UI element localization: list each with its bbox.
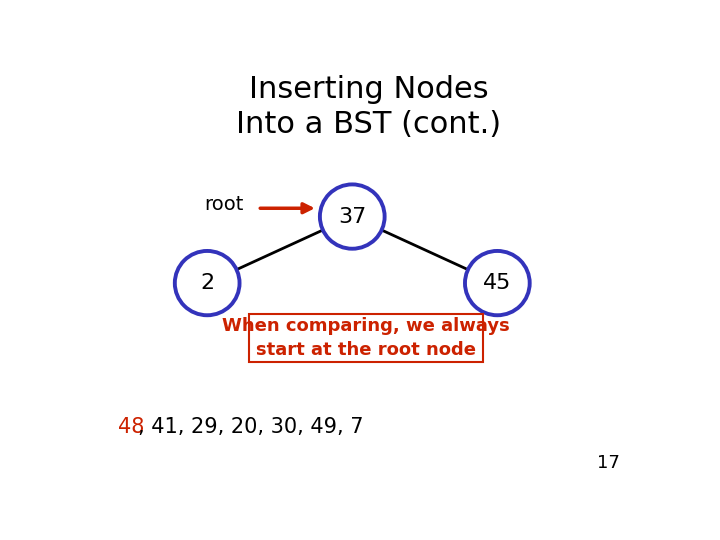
Text: 48: 48 [118,417,144,437]
Text: Inserting Nodes
Into a BST (cont.): Inserting Nodes Into a BST (cont.) [236,75,502,139]
Text: 2: 2 [200,273,215,293]
Text: 17: 17 [597,454,620,472]
Text: root: root [204,194,243,214]
Text: 45: 45 [483,273,511,293]
Text: , 41, 29, 20, 30, 49, 7: , 41, 29, 20, 30, 49, 7 [138,417,364,437]
Ellipse shape [320,185,384,249]
Ellipse shape [465,251,530,315]
Ellipse shape [175,251,240,315]
FancyBboxPatch shape [249,314,483,362]
Text: 37: 37 [338,207,366,227]
Text: When comparing, we always
start at the root node: When comparing, we always start at the r… [222,318,510,359]
